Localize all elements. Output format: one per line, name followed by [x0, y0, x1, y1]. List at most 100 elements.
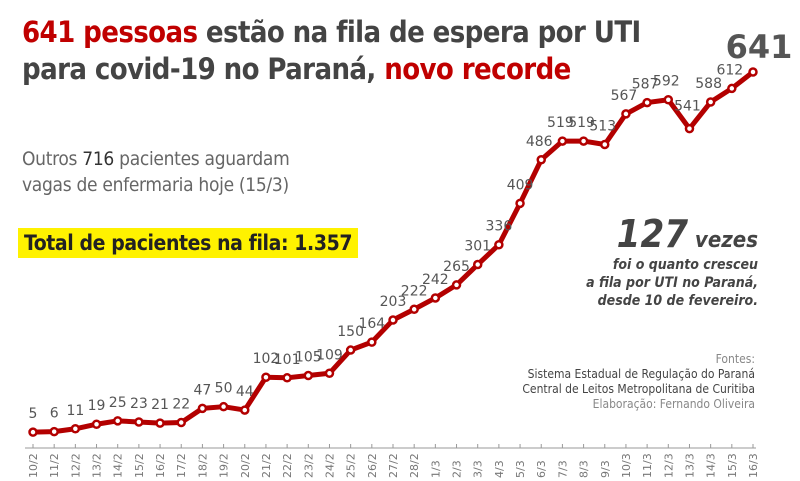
data-point [472, 259, 483, 270]
x-tick-label: 21/2 [260, 453, 273, 478]
data-label: 242 [422, 272, 449, 288]
data-label: 588 [695, 76, 722, 92]
data-point [49, 426, 59, 437]
data-point [536, 155, 546, 165]
data-label: 101 [274, 352, 301, 368]
source-1: Sistema Estadual de Regulação do Paraná [527, 367, 755, 381]
data-label: 519 [568, 115, 595, 131]
data-label: 19 [88, 398, 106, 414]
data-label: 22 [172, 397, 190, 413]
data-label: 150 [337, 324, 364, 340]
x-tick-label: 11/2 [48, 453, 61, 478]
x-tick-label: 28/2 [408, 453, 421, 478]
data-label: 105 [295, 350, 322, 366]
data-point [112, 416, 123, 426]
data-point [134, 417, 144, 427]
subtitle-text: pacientes aguardam [114, 148, 290, 170]
data-label: 409 [507, 177, 534, 193]
x-tick-label: 16/2 [154, 453, 167, 478]
subtitle-number: 716 [82, 148, 115, 170]
x-tick-label: 17/2 [175, 453, 188, 478]
data-point [367, 337, 377, 347]
data-label: 11 [66, 403, 84, 419]
x-tick-label: 12/3 [662, 453, 675, 478]
data-label: 50 [215, 381, 233, 397]
data-label: 203 [380, 294, 407, 310]
x-tick-label: 4/3 [493, 460, 506, 478]
subtitle-text: Outros [22, 148, 83, 170]
data-point [705, 97, 716, 107]
x-tick-label: 14/3 [705, 453, 718, 478]
x-tick-label: 5/3 [514, 460, 527, 478]
x-tick-label: 10/3 [620, 453, 633, 478]
x-tick-label: 25/2 [345, 453, 358, 478]
data-point [176, 417, 186, 428]
data-label: 102 [253, 351, 280, 367]
data-point [748, 67, 758, 77]
series-line [32, 70, 755, 435]
data-label: 222 [401, 283, 428, 299]
data-label: 486 [526, 134, 553, 150]
data-point [684, 123, 695, 134]
data-point [282, 373, 292, 383]
data-point [303, 370, 314, 381]
data-label: 336 [486, 219, 513, 235]
x-tick-label: 10/2 [27, 453, 40, 478]
title-part3: para covid-19 no Paraná, [22, 52, 385, 86]
data-label: 23 [130, 396, 148, 412]
data-label: 612 [716, 62, 743, 78]
data-label: 25 [109, 395, 127, 411]
x-tick-label: 14/2 [112, 453, 125, 478]
x-tick-label: 22/2 [281, 453, 294, 478]
x-tick-label: 19/2 [218, 453, 231, 478]
data-point [155, 418, 165, 428]
credit: Elaboração: Fernando Oliveira [592, 397, 755, 411]
x-tick-label: 8/3 [578, 460, 591, 478]
data-point [240, 405, 250, 415]
data-point [345, 345, 356, 355]
data-point [218, 401, 229, 412]
data-point [91, 419, 102, 429]
source-2: Central de Leitos Metropolitana de Curit… [522, 382, 755, 396]
x-tick-label: 11/3 [641, 453, 654, 478]
data-label: 21 [151, 397, 169, 413]
data-point [451, 280, 462, 290]
x-tick-label: 3/3 [472, 460, 485, 478]
subtitle: Outros 716 pacientes aguardam vagas de e… [22, 146, 290, 198]
title-part2: estão na fila de espera por UTI [197, 15, 641, 49]
x-tick-label: 2/3 [451, 460, 464, 478]
data-label: 641 [726, 28, 793, 66]
growth-number: 127 [616, 212, 689, 256]
x-tick-label: 15/2 [133, 453, 146, 478]
data-point [642, 97, 652, 108]
data-label: 5 [29, 406, 38, 422]
data-point [197, 403, 208, 414]
x-tick-label: 20/2 [239, 453, 252, 478]
x-tick-label: 1/3 [429, 460, 442, 478]
x-tick-label: 9/3 [599, 460, 612, 478]
growth-line: a fila por UTI no Paraná, [586, 275, 758, 291]
data-point [515, 198, 525, 209]
data-point [261, 372, 271, 382]
x-tick-label: 26/2 [366, 453, 379, 478]
data-label: 6 [50, 406, 59, 422]
data-point [557, 136, 568, 146]
growth-unit: vezes [688, 228, 758, 253]
data-label: 541 [674, 99, 701, 115]
data-point [600, 139, 610, 150]
growth-annotation: 127 vezes foi o quanto cresceu a fila po… [586, 212, 758, 310]
data-label: 519 [547, 115, 574, 131]
data-point [663, 94, 674, 105]
chart-title: 641 pessoas estão na fila de espera por … [22, 14, 641, 88]
data-point [28, 427, 38, 437]
x-tick-label: 12/2 [69, 453, 82, 478]
data-label: 513 [589, 118, 616, 134]
x-tick-label: 18/2 [196, 453, 209, 478]
total-box: Total de pacientes na fila: 1.357 [18, 228, 359, 258]
data-label: 109 [316, 347, 343, 363]
x-tick-label: 16/3 [747, 453, 760, 478]
x-tick-label: 6/3 [535, 460, 548, 478]
x-tick-label: 7/3 [556, 460, 569, 478]
sources: Fontes: Sistema Estadual de Regulação do… [522, 352, 755, 412]
